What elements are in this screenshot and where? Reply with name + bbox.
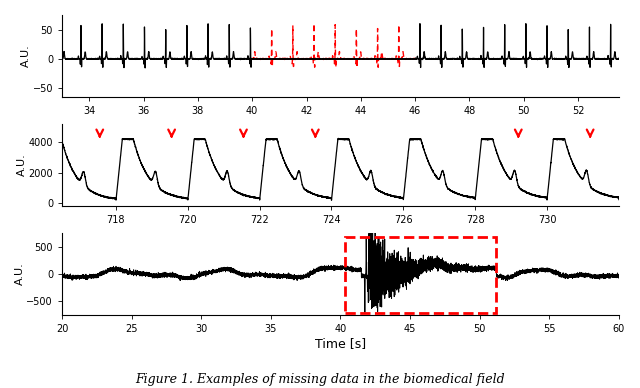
X-axis label: Time [s]: Time [s] <box>315 337 366 350</box>
Text: Figure 1. Examples of missing data in the biomedical field: Figure 1. Examples of missing data in th… <box>135 373 505 386</box>
Y-axis label: A.U.: A.U. <box>15 263 25 286</box>
Y-axis label: A.U.: A.U. <box>21 45 31 67</box>
Y-axis label: A.U.: A.U. <box>17 154 27 176</box>
Bar <box>344 237 497 313</box>
